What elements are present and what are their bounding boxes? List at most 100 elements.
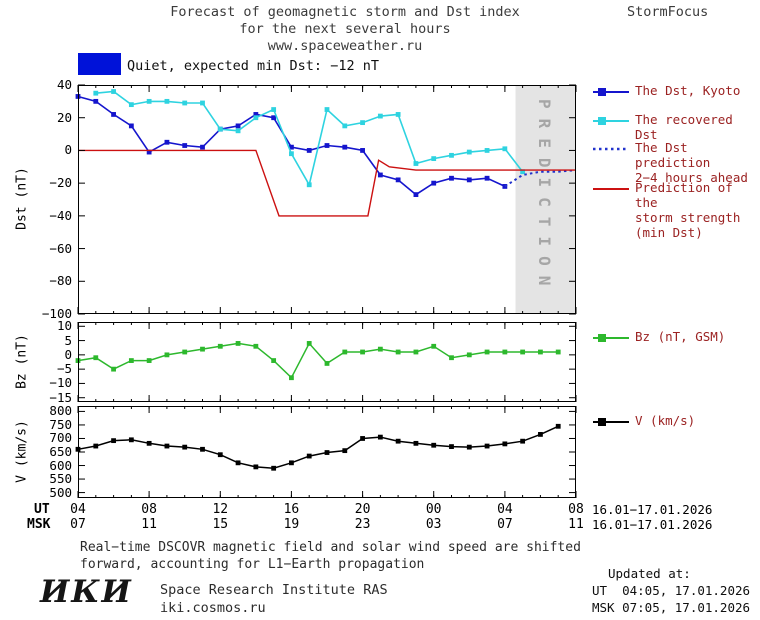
data-point [377, 172, 383, 178]
data-point [111, 89, 116, 94]
data-point [555, 349, 561, 355]
ut-xtick-label: 12 [212, 502, 229, 517]
data-point [502, 184, 508, 189]
dst-ytick-label: 0 [64, 142, 72, 158]
data-point [182, 100, 188, 106]
series-bz-nt-gsm [77, 342, 559, 379]
ut-xtick-label: 16 [283, 502, 300, 517]
legend-item-v: V (km/s) [593, 413, 760, 429]
bz-ytick-label: −15 [49, 389, 72, 405]
data-point [324, 450, 330, 455]
data-point [413, 440, 419, 446]
updated-ut: UT 04:05, 17.01.2026 [592, 583, 751, 598]
data-point [200, 346, 205, 352]
legend-item-bz: Bz (nT, GSM) [593, 329, 760, 345]
data-point [449, 355, 454, 361]
data-point [289, 460, 294, 466]
bz-ytick-label: 0 [64, 346, 72, 362]
data-point [342, 144, 348, 150]
data-point [324, 107, 330, 112]
bz-ytick-label: 10 [56, 318, 72, 334]
data-point [538, 432, 543, 437]
bz-ytick-label: 5 [64, 332, 72, 348]
data-point [520, 349, 526, 355]
legend-item-dst-prediction: The Dst prediction 2−4 hours ahead [593, 140, 760, 185]
data-point [466, 444, 472, 450]
data-point [146, 440, 152, 446]
data-point [342, 349, 348, 355]
data-point [164, 139, 170, 145]
storm-status-label: Quiet, expected min Dst: −12 nT [127, 58, 379, 74]
panel-border [78, 85, 576, 314]
data-point [431, 180, 437, 186]
bz-ytick-label: −10 [49, 375, 72, 391]
data-point [111, 112, 116, 117]
data-point [413, 192, 419, 197]
data-point [360, 120, 365, 126]
data-point [289, 151, 294, 157]
data-point [502, 349, 508, 355]
series-v-km-s [77, 425, 559, 469]
storm-level-color [78, 53, 121, 75]
data-point [324, 361, 330, 366]
updated-heading: Updated at: [608, 566, 691, 581]
storm-level-swatch [78, 53, 121, 75]
data-point [128, 123, 134, 129]
data-point [235, 123, 241, 129]
msk-xtick-label: 11 [141, 517, 157, 532]
data-point [271, 115, 277, 121]
data-point [200, 100, 205, 106]
legend-square [598, 117, 606, 125]
msk-xtick-label: 11 [568, 517, 584, 532]
data-point [182, 349, 188, 355]
series-the-recovered-dst [95, 90, 524, 187]
data-point [271, 465, 277, 471]
data-point [253, 115, 259, 121]
iki-logo: ИКИ [40, 574, 133, 610]
data-point [306, 182, 312, 188]
data-point [253, 112, 259, 117]
title-line-1: Forecast of geomagnetic storm and Dst in… [170, 4, 520, 20]
institute-name: Space Research Institute RAS [160, 582, 388, 598]
data-point [306, 341, 312, 346]
ut-xtick-label: 08 [141, 502, 157, 517]
dst-ytick-label: −20 [49, 175, 72, 191]
data-point [377, 346, 383, 352]
v-ytick-label: 700 [49, 430, 72, 446]
data-point [271, 107, 277, 112]
dst-ytick-label: −40 [49, 207, 72, 223]
page-title: Forecast of geomagnetic storm and Dst in… [0, 4, 690, 55]
ut-xtick-label: 20 [354, 502, 371, 517]
data-point [395, 349, 401, 355]
data-point [502, 441, 508, 447]
data-point [555, 423, 561, 429]
data-point [538, 349, 543, 355]
title-website: www.spaceweather.ru [267, 38, 423, 54]
data-point [93, 98, 99, 104]
data-point [164, 352, 170, 358]
brand-stormfocus: StormFocus [627, 4, 709, 20]
data-point [93, 355, 99, 361]
data-point [182, 143, 188, 148]
msk-xtick-label: 03 [425, 517, 442, 532]
ut-xtick-label: 00 [425, 502, 442, 517]
dst-ytick-label: 20 [56, 109, 72, 125]
data-point [289, 144, 294, 150]
data-point [449, 152, 454, 158]
data-point [449, 175, 454, 181]
data-point [360, 148, 365, 153]
data-point [128, 437, 134, 443]
recovered-dst-marker-icon [593, 117, 629, 125]
data-point [146, 98, 152, 104]
data-point [466, 177, 472, 183]
propagation-footnote: Real−time DSCOVR magnetic field and sola… [80, 540, 581, 572]
storm-prediction-marker-icon [593, 188, 629, 190]
data-point [377, 113, 383, 119]
legend-label: Bz (nT, GSM) [635, 329, 726, 344]
dst-ytick-label: −100 [41, 306, 72, 321]
data-point [502, 146, 508, 152]
data-point [360, 349, 365, 355]
data-point [128, 358, 134, 363]
dst-ytick-label: 40 [56, 77, 72, 92]
data-point [377, 434, 383, 440]
